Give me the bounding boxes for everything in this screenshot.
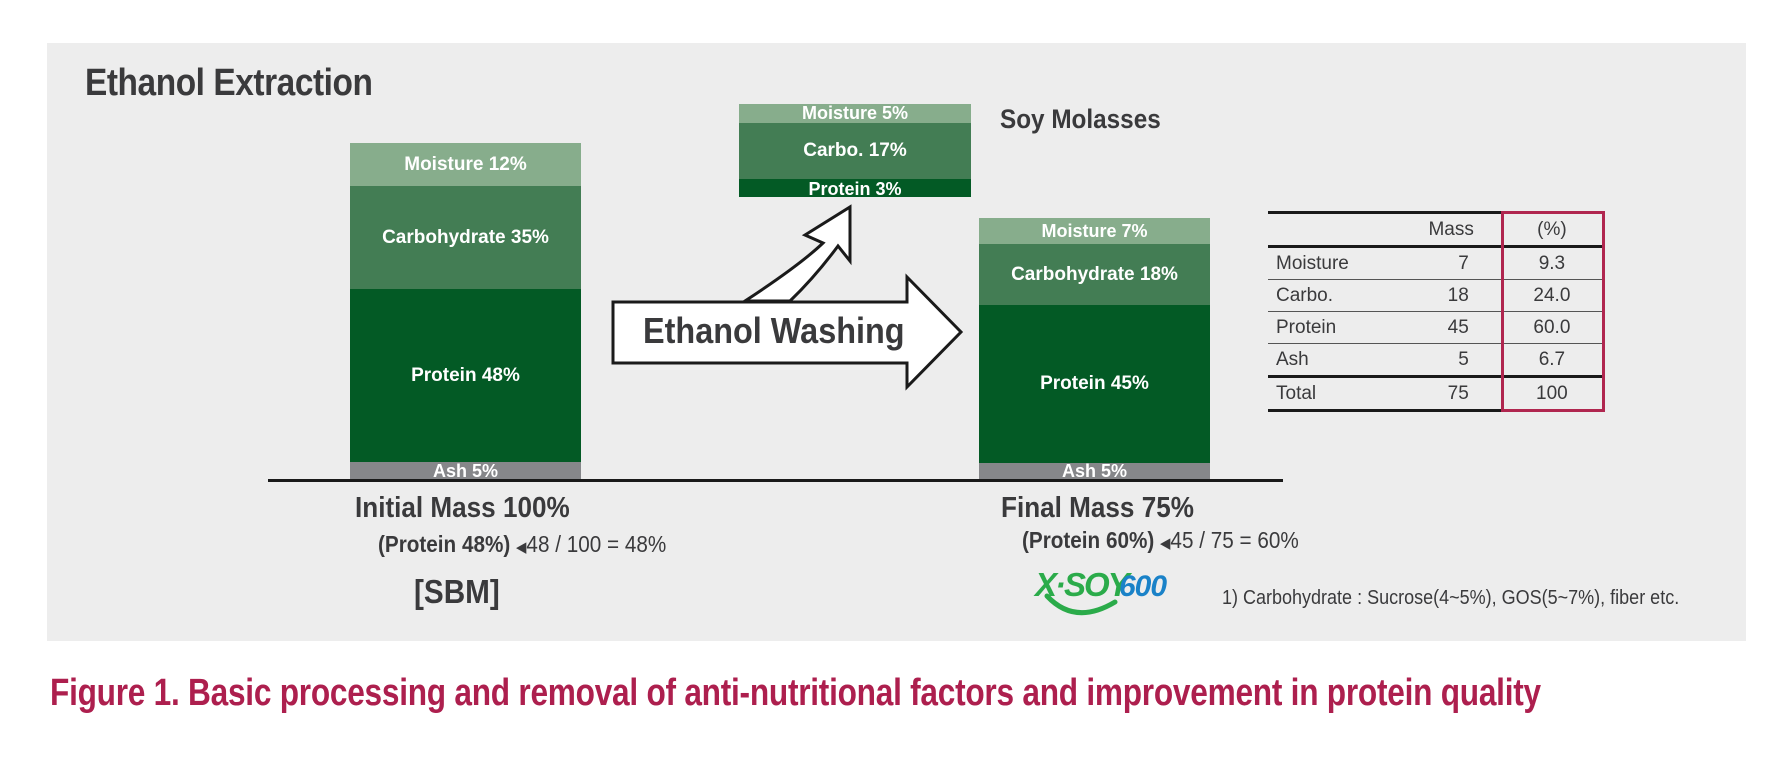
triangle-left-icon: ◀: [1160, 535, 1171, 552]
final-protein-note: (Protein 60%) ◀45 / 75 = 60%: [1022, 527, 1299, 554]
total-name: Total: [1276, 382, 1317, 404]
diagram-title: Ethanol Extraction: [85, 62, 373, 104]
logo-text-blue: 600: [1119, 570, 1167, 603]
figure-caption: Figure 1. Basic processing and removal o…: [50, 672, 1541, 714]
initial-ash-segment: Ash 5%: [350, 462, 581, 480]
xsoy600-logo: X·SOY 600: [1035, 566, 1175, 622]
row-name: Protein: [1276, 316, 1337, 338]
final-carbohydrate-segment: Carbohydrate 18%: [979, 244, 1210, 305]
final-protein-calc: 45 / 75 = 60%: [1170, 527, 1299, 553]
table-header-row: Mass (%): [1268, 212, 1603, 247]
final-protein-percent: (Protein 60%): [1022, 527, 1155, 553]
table-row: Ash 5 6.7: [1268, 344, 1603, 377]
sbm-product-label: [SBM]: [414, 573, 500, 610]
molasses-protein-segment: Protein 3%: [739, 179, 971, 197]
initial-protein-calc: 48 / 100 = 48%: [526, 531, 667, 557]
table-row: Carbo. 18 24.0: [1268, 280, 1603, 312]
ethanol-washing-arrow-icon: [611, 204, 964, 391]
xsoy-smile-icon: [1044, 593, 1118, 616]
initial-moisture-segment: Moisture 12%: [350, 143, 581, 186]
table-row: Moisture 7 9.3: [1268, 247, 1603, 280]
initial-protein-note: (Protein 48%) ◀48 / 100 = 48%: [378, 531, 666, 558]
row-name: Ash: [1276, 348, 1309, 370]
initial-protein-segment: Protein 48%: [350, 289, 581, 462]
logo-text-green: X·SOY: [1035, 566, 1130, 603]
table-row: Protein 45 60.0: [1268, 312, 1603, 344]
row-mass: 5: [1458, 348, 1469, 370]
table-header-percent: (%): [1537, 218, 1567, 240]
initial-mass-bar: Moisture 12% Carbohydrate 35% Protein 48…: [350, 143, 581, 480]
total-mass: 75: [1447, 382, 1469, 404]
row-mass: 45: [1447, 316, 1469, 338]
row-percent: 9.3: [1538, 252, 1566, 274]
baseline-axis: [268, 479, 1283, 482]
table-header-mass: Mass: [1428, 218, 1474, 240]
soy-molasses-bar: Moisture 5% Carbo. 17% Protein 3%: [739, 104, 971, 197]
final-ash-segment: Ash 5%: [979, 463, 1210, 480]
final-moisture-segment: Moisture 7%: [979, 218, 1210, 244]
row-percent: 24.0: [1533, 284, 1571, 306]
final-mass-bar: Moisture 7% Carbohydrate 18% Protein 45%…: [979, 218, 1210, 480]
percent-column-highlight: [1501, 211, 1605, 412]
soy-molasses-label: Soy Molasses: [1000, 104, 1161, 134]
initial-mass-label: Initial Mass 100%: [355, 492, 570, 524]
triangle-left-icon: ◀: [516, 539, 527, 556]
molasses-moisture-segment: Moisture 5%: [739, 104, 971, 123]
row-mass: 18: [1447, 284, 1469, 306]
row-percent: 6.7: [1538, 348, 1566, 370]
table-header-name: [1268, 213, 1401, 247]
molasses-carbohydrate-segment: Carbo. 17%: [739, 123, 971, 179]
carbohydrate-footnote: 1) Carbohydrate : Sucrose(4~5%), GOS(5~7…: [1222, 587, 1680, 609]
initial-carbohydrate-segment: Carbohydrate 35%: [350, 186, 581, 289]
row-percent: 60.0: [1533, 316, 1571, 338]
final-mass-label: Final Mass 75%: [1001, 492, 1194, 524]
row-mass: 7: [1458, 252, 1469, 274]
total-percent: 100: [1536, 382, 1568, 404]
initial-protein-percent: (Protein 48%): [378, 531, 511, 557]
table-total-row: Total 75 100: [1268, 376, 1603, 411]
ethanol-washing-label: Ethanol Washing: [643, 310, 905, 351]
composition-table: Mass (%) Moisture 7 9.3 Carbo. 18 24.0 P…: [1268, 211, 1603, 412]
row-name: Carbo.: [1276, 284, 1334, 306]
row-name: Moisture: [1276, 252, 1349, 274]
final-protein-segment: Protein 45%: [979, 305, 1210, 463]
